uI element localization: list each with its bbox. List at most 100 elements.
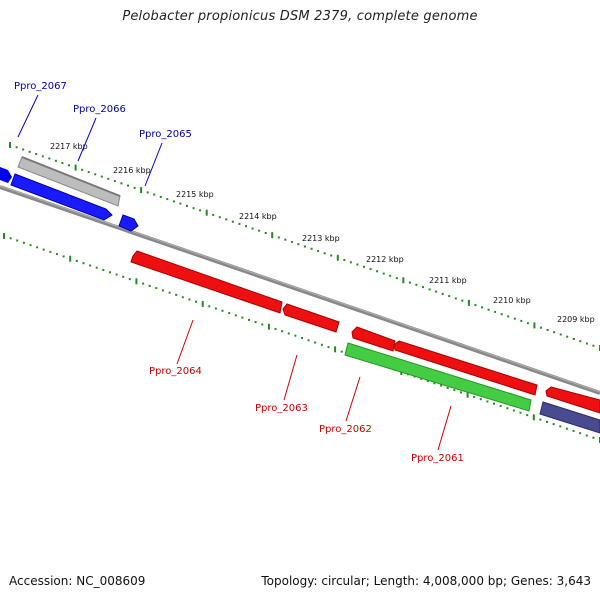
inner-major-tick [466,391,469,398]
outer-minor-tick [422,286,424,289]
outer-minor-tick [113,180,116,183]
outer-minor-tick [323,252,326,255]
inner-minor-tick [214,307,217,310]
inner-minor-tick [473,395,476,398]
inner-minor-tick [161,289,164,292]
inner-minor-tick [320,343,323,346]
outer-minor-tick [494,310,497,313]
kbp-label-2212: 2212 kbp [366,255,404,264]
outer-minor-tick [448,295,451,298]
outer-minor-tick [199,209,202,212]
outer-major-tick [74,164,77,171]
outer-minor-tick [107,177,110,180]
gene-arrow-ppro-2061[interactable] [393,340,538,396]
inner-minor-tick [168,291,171,294]
gene-label-ppro-2067[interactable]: Ppro_2067 [14,81,67,92]
outer-minor-tick [146,191,149,194]
outer-minor-tick [592,344,595,347]
gene-labels: Ppro_2067 Ppro_2066 Ppro_2065 Ppro_2064 … [14,81,464,464]
gene-label-ppro-2065[interactable]: Ppro_2065 [139,129,192,140]
kbp-label-2217: 2217 kbp [50,142,88,151]
gene-arrow-ppro-2063[interactable] [282,303,340,333]
inner-minor-tick [559,425,562,428]
outer-minor-tick [100,175,103,178]
gene-arrow-ppro-2065[interactable] [118,214,139,232]
inner-minor-tick [281,330,284,333]
outer-major-tick [271,232,274,239]
outer-minor-tick [212,213,215,216]
inner-minor-tick [122,275,125,278]
green-feature [344,342,532,412]
gene-arrow-ppro-2066[interactable] [10,173,113,221]
inner-minor-tick [433,382,436,385]
kbp-label-group: 2217 kbp 2216 kbp 2215 kbp 2214 kbp 2213… [50,142,595,324]
inner-minor-tick [539,418,542,421]
gene-arrow-ppro-2062[interactable] [351,326,396,352]
inner-minor-tick [301,337,303,339]
outer-minor-tick [172,200,175,203]
grey-feature-edge [21,156,121,197]
gene-label-ppro-2066[interactable]: Ppro_2066 [73,104,126,115]
outer-minor-tick [238,222,241,225]
inner-minor-tick [261,323,264,326]
inner-minor-tick [512,409,515,412]
outer-minor-tick [304,245,306,248]
inner-minor-tick [221,309,224,312]
inner-minor-tick [9,237,12,240]
kbp-label-2213: 2213 kbp [302,234,340,243]
outer-minor-tick [389,274,392,277]
inner-minor-tick [294,334,297,337]
inner-minor-tick [287,332,290,335]
outer-minor-tick [290,241,293,243]
inner-major-tick [69,255,72,262]
inner-minor-tick [16,239,19,242]
inner-minor-tick [95,266,98,269]
inner-minor-tick [579,432,582,435]
genome-summary-text: Topology: circular; Length: 4,008,000 bp… [261,574,591,588]
gene-label-ppro-2064[interactable]: Ppro_2064 [149,366,202,377]
outer-minor-tick [513,317,516,320]
inner-minor-tick [188,298,191,301]
inner-minor-tick [426,380,429,383]
outer-minor-tick [500,313,503,316]
outer-minor-tick [585,342,588,345]
outer-minor-tick [133,186,136,189]
outer-minor-tick [382,272,385,275]
inner-minor-tick [115,273,118,276]
outer-minor-tick [231,220,234,223]
inner-minor-tick [155,287,158,290]
gene-arrow-ppro-2064[interactable] [130,250,283,314]
gene-label-ppro-2063[interactable]: Ppro_2063 [255,403,308,414]
inner-minor-tick [493,402,495,405]
inner-minor-tick [109,271,111,274]
inner-minor-tick [102,269,105,271]
gene-arrow-ppro-2067[interactable] [0,167,12,183]
gene-label-ppro-2061[interactable]: Ppro_2061 [411,453,464,464]
outer-major-tick [205,209,208,216]
outer-minor-tick [277,236,280,239]
inner-minor-tick [62,255,65,258]
gene-label-ppro-2062[interactable]: Ppro_2062 [319,424,372,435]
inner-minor-tick [592,436,595,439]
outer-major-tick [402,277,405,284]
inner-minor-tick [234,314,237,317]
inner-minor-tick [552,423,555,426]
outer-minor-tick [310,247,313,250]
outer-minor-tick [369,268,372,271]
outer-minor-tick [553,331,556,334]
outer-minor-tick [579,340,582,343]
inner-minor-tick [36,246,39,249]
inner-minor-tick [420,377,423,380]
outer-minor-tick [395,277,398,280]
map-title: Pelobacter propionicus DSM 2379, complet… [122,9,478,24]
outer-minor-tick [94,173,97,176]
inner-minor-tick [519,411,522,414]
outer-minor-tick [461,299,464,302]
outer-minor-tick [166,198,169,201]
outer-minor-tick [120,182,123,185]
kbp-label-2215: 2215 kbp [176,190,214,199]
outer-minor-tick [28,150,31,153]
outer-minor-tick [15,146,18,149]
inner-minor-tick [459,391,462,394]
leader-lines [17,94,452,451]
